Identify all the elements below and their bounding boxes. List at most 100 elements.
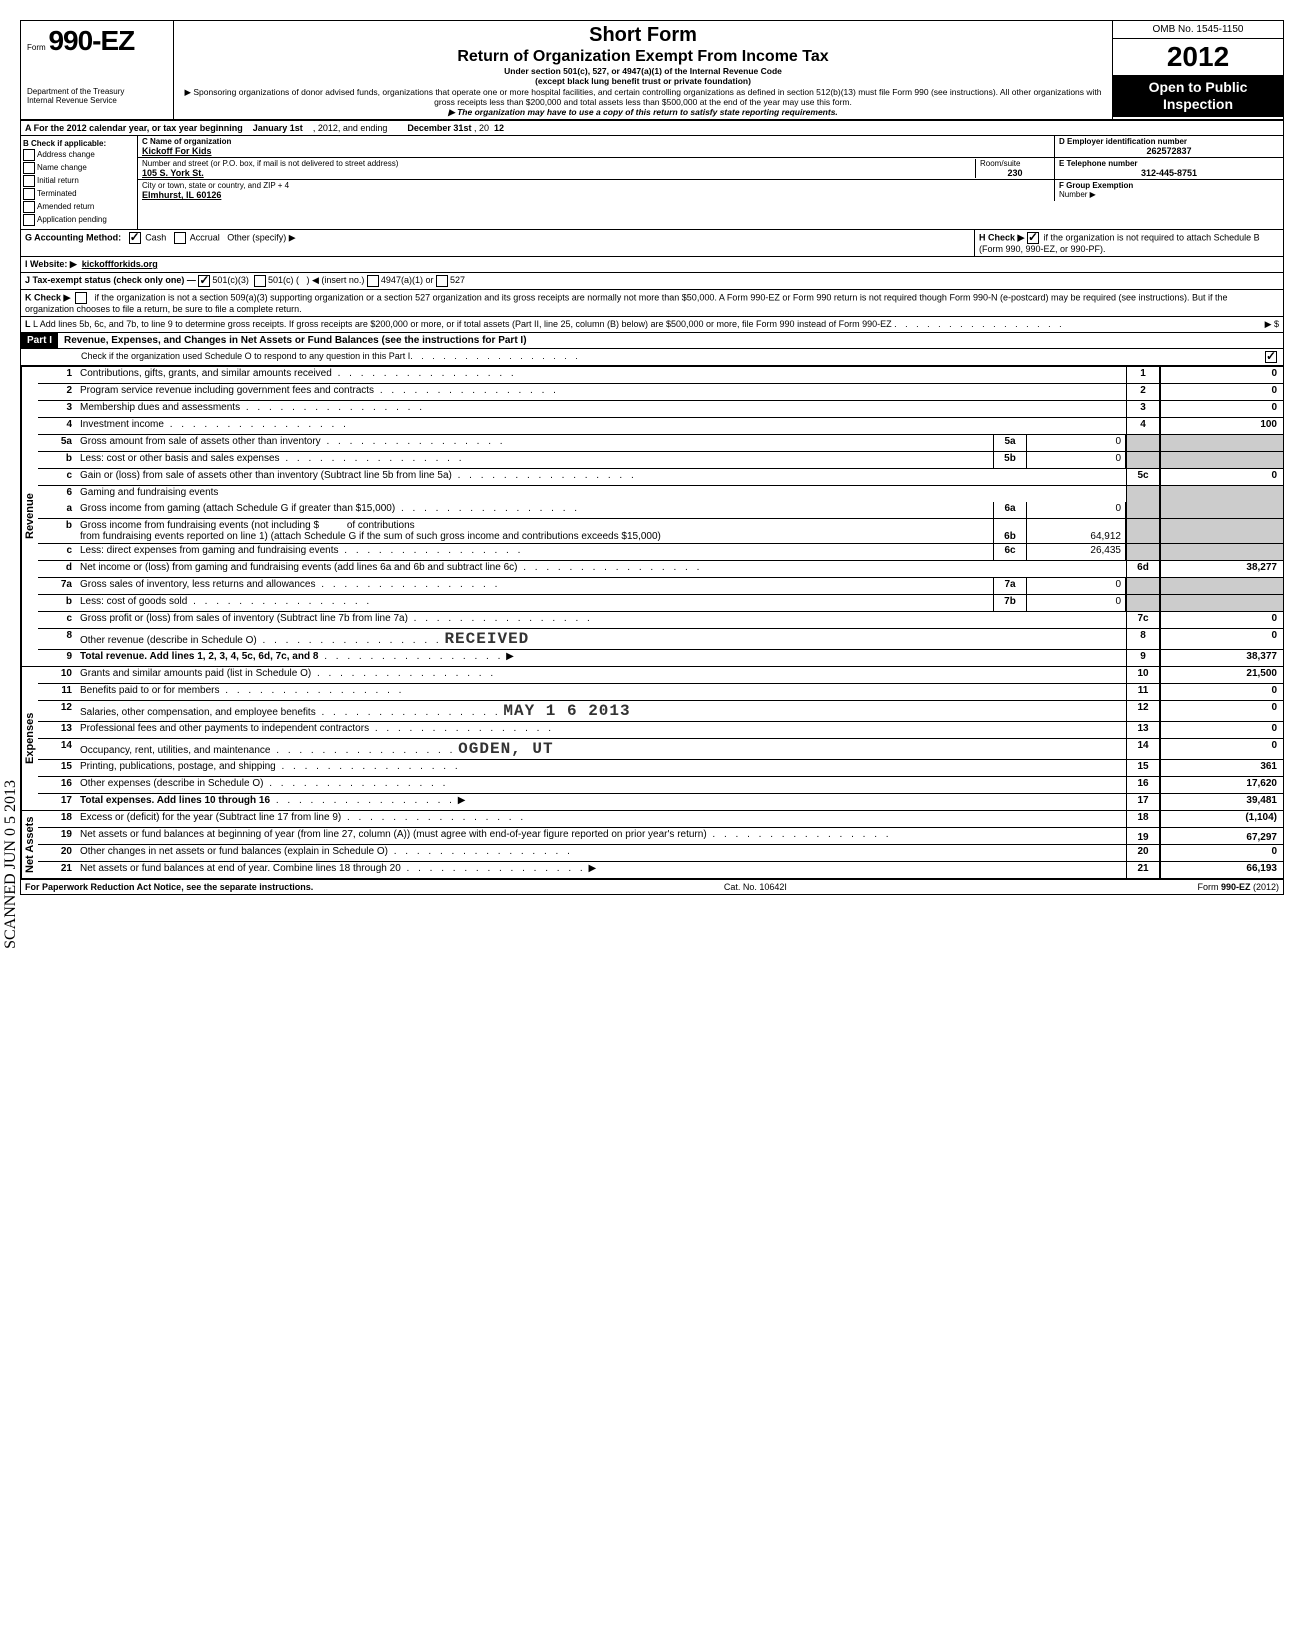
cb-name[interactable] (23, 162, 35, 174)
part1-header: Part I Revenue, Expenses, and Changes in… (21, 333, 1283, 349)
omb-box: OMB No. 1545-1150 20201212 Open to Publi… (1113, 21, 1283, 119)
line4-amt: 100 (1160, 418, 1283, 434)
date-stamp: MAY 1 6 2013 (503, 702, 630, 720)
row-a-end: December 31st (407, 123, 471, 133)
part1-title: Revenue, Expenses, and Changes in Net As… (58, 333, 533, 348)
row-a: A For the 2012 calendar year, or tax yea… (21, 121, 1283, 136)
line5b-amt: 0 (1026, 452, 1126, 468)
title-box: Short Form Return of Organization Exempt… (174, 21, 1113, 119)
line13-desc: Professional fees and other payments to … (80, 723, 369, 734)
line4-desc: Investment income (80, 419, 164, 430)
cb-accrual[interactable] (174, 232, 186, 244)
org-addr: 105 S. York St. (142, 168, 975, 178)
row-e-label: E Telephone number (1059, 159, 1138, 168)
form-990ez: Form 990-EZ Department of the Treasury I… (20, 20, 1284, 895)
row-l: L L Add lines 5b, 6c, and 7b, to line 9 … (21, 316, 1283, 333)
line11-amt: 0 (1160, 684, 1283, 700)
irs: Internal Revenue Service (27, 96, 167, 105)
line8-amt: 0 (1160, 629, 1283, 649)
line5c-desc: Gain or (loss) from sale of assets other… (80, 470, 452, 481)
row-a-mid: , 2012, and ending (313, 123, 388, 133)
cb-amended[interactable] (23, 201, 35, 213)
tax-year: 20201212 (1113, 39, 1283, 75)
scanned-stamp: SCANNED JUN 0 5 2013 (2, 780, 20, 949)
line3-desc: Membership dues and assessments (80, 402, 240, 413)
line15-desc: Printing, publications, postage, and shi… (80, 761, 276, 772)
cb-4947[interactable] (367, 275, 379, 287)
cb-501c3[interactable] (198, 275, 210, 287)
cb-k[interactable] (75, 292, 87, 304)
line12-amt: 0 (1160, 701, 1283, 721)
line5b-desc: Less: cost or other basis and sales expe… (80, 453, 280, 464)
cb-part1-schedo[interactable] (1265, 351, 1277, 363)
line7b-desc: Less: cost of goods sold (80, 596, 187, 607)
room-label: Room/suite (980, 159, 1050, 168)
row-h: H Check ▶ if the organization is not req… (974, 230, 1283, 256)
expenses-section: Expenses 10Grants and similar amounts pa… (21, 666, 1283, 810)
line6a-desc: Gross income from gaming (attach Schedul… (80, 503, 395, 514)
footer: For Paperwork Reduction Act Notice, see … (21, 880, 1283, 894)
row-b: B Check if applicable: Address change Na… (21, 136, 138, 229)
cb-schedb[interactable] (1027, 232, 1039, 244)
row-f-label2: Number ▶ (1059, 190, 1096, 199)
header: Form 990-EZ Department of the Treasury I… (21, 21, 1283, 121)
cb-initial[interactable] (23, 175, 35, 187)
line21-amt: 66,193 (1160, 862, 1283, 878)
line6d-desc: Net income or (loss) from gaming and fun… (80, 562, 517, 573)
cb-pending[interactable] (23, 214, 35, 226)
line6d-amt: 38,277 (1160, 561, 1283, 577)
received-stamp: RECEIVED (444, 630, 529, 648)
cb-address[interactable] (23, 149, 35, 161)
row-b-label: B Check if applicable: (23, 139, 106, 148)
line2-amt: 0 (1160, 384, 1283, 400)
title-line3: ▶ Sponsoring organizations of donor advi… (182, 87, 1104, 107)
cb-cash[interactable] (129, 232, 141, 244)
line12-desc: Salaries, other compensation, and employ… (80, 707, 316, 718)
footer-left: For Paperwork Reduction Act Notice, see … (25, 882, 313, 892)
line6-desc: Gaming and fundraising events (76, 486, 1126, 502)
row-a-begin: January 1st (253, 123, 303, 133)
omb-number: OMB No. 1545-1150 (1113, 21, 1283, 39)
open-public: Open to Public Inspection (1113, 75, 1283, 117)
line5c-amt: 0 (1160, 469, 1283, 485)
line17-amt: 39,481 (1160, 794, 1283, 810)
ogden-stamp: OGDEN, UT (458, 740, 553, 758)
line14-desc: Occupancy, rent, utilities, and maintena… (80, 745, 270, 756)
cb-501c[interactable] (254, 275, 266, 287)
line10-desc: Grants and similar amounts paid (list in… (80, 668, 311, 679)
line5a-amt: 0 (1026, 435, 1126, 451)
line6c-desc: Less: direct expenses from gaming and fu… (80, 545, 338, 556)
cb-terminated[interactable] (23, 188, 35, 200)
part1-check: Check if the organization used Schedule … (21, 349, 1283, 366)
cb-527[interactable] (436, 275, 448, 287)
title-line2: (except black lung benefit trust or priv… (182, 76, 1104, 86)
line10-amt: 21,500 (1160, 667, 1283, 683)
line2-desc: Program service revenue including govern… (80, 385, 374, 396)
form-label: Form (27, 43, 46, 52)
row-i: I Website: ▶ kickoffforkids.org (21, 257, 1283, 273)
line1-amt: 0 (1160, 367, 1283, 383)
expenses-label: Expenses (21, 667, 38, 810)
phone: 312-445-8751 (1059, 168, 1279, 178)
row-a-suffix: , 20 (474, 123, 489, 133)
line18-desc: Excess or (deficit) for the year (Subtra… (80, 812, 341, 823)
line19-desc: Net assets or fund balances at beginning… (80, 829, 707, 840)
row-c-label: C Name of organization (142, 137, 231, 146)
row-g-other: Other (specify) ▶ (227, 233, 295, 243)
line20-desc: Other changes in net assets or fund bala… (80, 846, 388, 857)
title-main: Return of Organization Exempt From Incom… (182, 47, 1104, 66)
line7a-desc: Gross sales of inventory, less returns a… (80, 579, 315, 590)
addr-label: Number and street (or P.O. box, if mail … (142, 159, 975, 168)
row-a-endyear: 12 (494, 123, 504, 133)
info-table: C Name of organization Kickoff For Kids … (138, 136, 1283, 229)
line13-amt: 0 (1160, 722, 1283, 738)
line9-desc: Total revenue. Add lines 1, 2, 3, 4, 5c,… (80, 651, 318, 662)
line7a-amt: 0 (1026, 578, 1126, 594)
part1-label: Part I (21, 333, 58, 348)
line16-amt: 17,620 (1160, 777, 1283, 793)
line7b-amt: 0 (1026, 595, 1126, 611)
line15-amt: 361 (1160, 760, 1283, 776)
line17-desc: Total expenses. Add lines 10 through 16 (80, 795, 270, 806)
line11-desc: Benefits paid to or for members (80, 685, 220, 696)
line16-desc: Other expenses (describe in Schedule O) (80, 778, 263, 789)
